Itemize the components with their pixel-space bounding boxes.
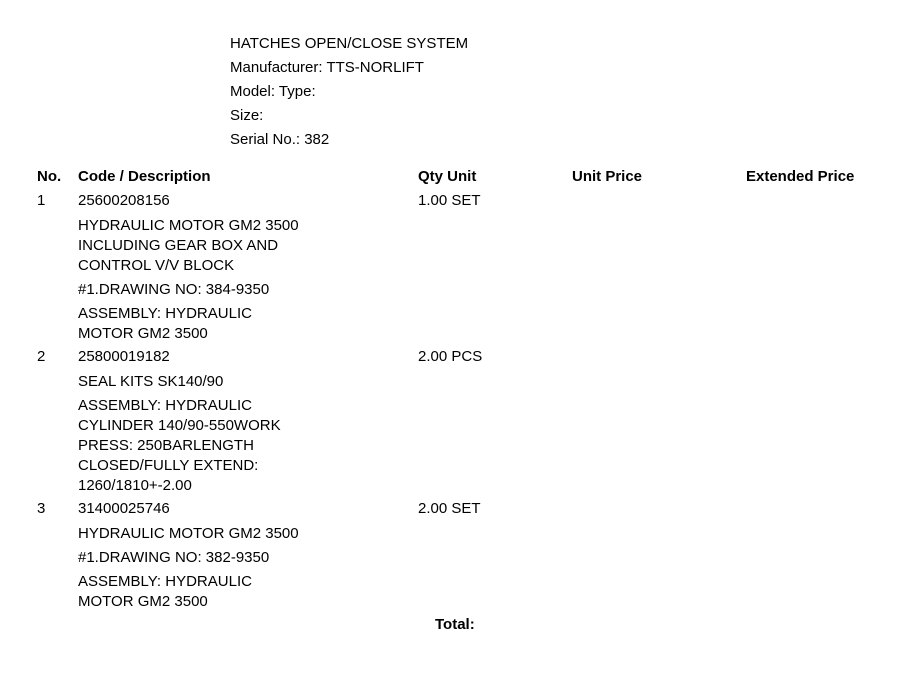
page: HATCHES OPEN/CLOSE SYSTEM Manufacturer: …: [0, 0, 917, 699]
preamble: HATCHES OPEN/CLOSE SYSTEM Manufacturer: …: [230, 32, 468, 152]
row-description-line: ASSEMBLY: HYDRAULIC MOTOR GM2 3500: [78, 304, 310, 344]
row-description-line: ASSEMBLY: HYDRAULIC CYLINDER 140/90-550W…: [78, 396, 310, 496]
row-description-line: #1.DRAWING NO: 384-9350: [78, 280, 310, 300]
table-row: 1256002081561.00 SETHYDRAULIC MOTOR GM2 …: [0, 192, 917, 344]
row-description-line: #1.DRAWING NO: 382-9350: [78, 548, 310, 568]
row-qty-unit: 1.00 SET: [418, 192, 481, 209]
row-description-line: SEAL KITS SK140/90: [78, 372, 310, 392]
col-no: No.: [37, 168, 65, 185]
row-no: 1: [37, 192, 45, 209]
total-label: Total:: [435, 616, 475, 633]
row-no: 2: [37, 348, 45, 365]
row-description: HYDRAULIC MOTOR GM2 3500 #1.DRAWING NO: 3…: [78, 500, 310, 612]
total-row: Total:: [0, 616, 917, 640]
model-type-line: Model: Type:: [230, 80, 468, 104]
size-line: Size:: [230, 104, 468, 128]
row-no: 3: [37, 500, 45, 517]
table-row: 3314000257462.00 SETHYDRAULIC MOTOR GM2 …: [0, 500, 917, 612]
row-qty-unit: 2.00 PCS: [418, 348, 482, 365]
row-description: SEAL KITS SK140/90 ASSEMBLY: HYDRAULIC CY…: [78, 348, 310, 496]
manufacturer-line: Manufacturer: TTS-NORLIFT: [230, 56, 468, 80]
row-description-line: ASSEMBLY: HYDRAULIC MOTOR GM2 3500: [78, 572, 310, 612]
row-description-line: HYDRAULIC MOTOR GM2 3500: [78, 524, 310, 544]
col-unit-price: Unit Price: [572, 168, 692, 185]
row-qty-unit: 2.00 SET: [418, 500, 481, 517]
items: 1256002081561.00 SETHYDRAULIC MOTOR GM2 …: [0, 192, 917, 640]
row-description-line: HYDRAULIC MOTOR GM2 3500 INCLUDING GEAR …: [78, 216, 310, 276]
serial-line: Serial No.: 382: [230, 128, 468, 152]
table-row: 2258000191822.00 PCSSEAL KITS SK140/90AS…: [0, 348, 917, 496]
col-code-desc: Code / Description: [78, 168, 338, 185]
system-title: HATCHES OPEN/CLOSE SYSTEM: [230, 32, 468, 56]
col-qty-unit: Qty Unit: [418, 168, 508, 185]
col-extended-price: Extended Price: [746, 168, 906, 185]
row-description: HYDRAULIC MOTOR GM2 3500 INCLUDING GEAR …: [78, 192, 310, 344]
